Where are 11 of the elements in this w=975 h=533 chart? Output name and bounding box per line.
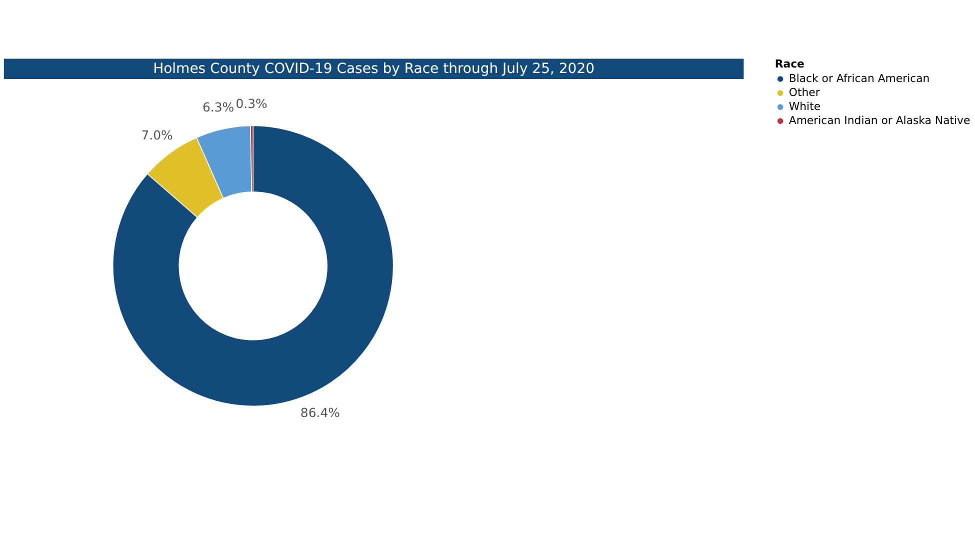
legend-label: White bbox=[788, 100, 821, 114]
donut-slice bbox=[112, 125, 394, 406]
chart-title: Holmes County COVID-19 Cases by Race through July 25, 2020 bbox=[153, 60, 595, 77]
legend-label: Other bbox=[788, 86, 820, 100]
data-label: 7.0% bbox=[141, 127, 174, 142]
data-label: 6.3% bbox=[202, 100, 234, 115]
legend-title: Race bbox=[774, 57, 804, 70]
legend-label: American Indian or Alaska Native bbox=[788, 114, 970, 128]
legend-label: Black or African American bbox=[788, 72, 930, 86]
data-label: 0.3% bbox=[236, 96, 268, 111]
data-label: 86.4% bbox=[300, 405, 340, 420]
